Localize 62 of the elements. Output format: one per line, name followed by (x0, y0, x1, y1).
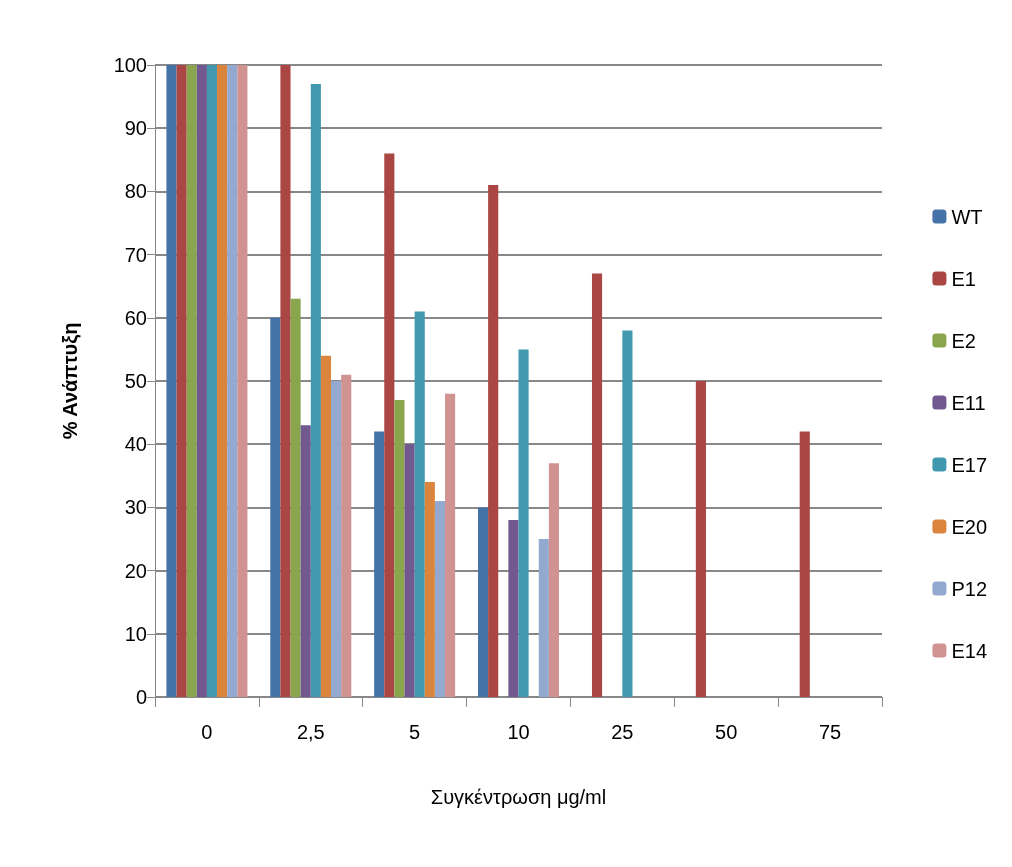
bar (548, 463, 559, 697)
bar (280, 65, 291, 697)
legend-label: E17 (951, 453, 988, 476)
x-tick-label: 2,5 (296, 721, 325, 743)
bar (374, 431, 385, 697)
legend-label: E14 (951, 639, 988, 662)
y-axis-title: % Ανάπτυξη (59, 322, 81, 440)
bar (341, 374, 352, 697)
bar (300, 425, 311, 697)
x-tick-label: 5 (409, 721, 421, 743)
legend-label: P12 (951, 577, 988, 600)
y-tick-label: 100 (113, 54, 147, 76)
bar (320, 355, 332, 697)
bar (424, 482, 435, 697)
bar (404, 444, 415, 697)
bar (217, 65, 228, 697)
x-tick-label: 0 (201, 721, 213, 743)
y-tick-label: 70 (124, 243, 147, 266)
bar (196, 65, 207, 697)
bar (591, 273, 603, 697)
bar (186, 65, 197, 697)
legend-label: WT (951, 205, 983, 228)
bar (394, 399, 405, 697)
x-tick-label: 50 (715, 721, 738, 743)
bar (518, 349, 529, 697)
x-axis-title: Συγκέντρωση μg/ml (430, 786, 607, 808)
y-tick-label: 60 (124, 306, 147, 329)
y-tick-label: 40 (124, 433, 147, 456)
legend-label: E1 (951, 267, 976, 290)
bar (508, 520, 519, 697)
bar (331, 381, 342, 697)
legend-label: E2 (951, 329, 976, 352)
x-tick-label: 10 (507, 721, 530, 743)
legend-label: E20 (951, 515, 988, 538)
bar (434, 501, 446, 697)
bar (414, 311, 425, 697)
bar (478, 507, 489, 697)
y-tick-label: 10 (124, 622, 147, 645)
bar (488, 185, 499, 697)
y-tick-label: 50 (124, 370, 147, 392)
bar (799, 431, 810, 697)
bar (538, 539, 549, 697)
bar (695, 381, 706, 697)
bar (227, 65, 238, 697)
bar (622, 330, 633, 697)
legend-label: E11 (951, 391, 986, 414)
bar (166, 65, 177, 697)
y-tick-label: 90 (124, 117, 147, 140)
x-tick-label: 25 (611, 721, 634, 743)
x-tick-label: 75 (818, 721, 842, 743)
y-tick-label: 80 (124, 180, 147, 203)
bar (445, 393, 456, 697)
bar (176, 65, 187, 697)
y-tick-label: 20 (124, 559, 147, 582)
bar (384, 153, 395, 697)
bar (237, 65, 248, 697)
y-tick-label: 0 (135, 686, 147, 708)
bar (290, 298, 301, 697)
bar (206, 65, 218, 697)
bar (270, 317, 281, 697)
y-tick-label: 30 (124, 496, 147, 519)
bar (310, 83, 321, 697)
